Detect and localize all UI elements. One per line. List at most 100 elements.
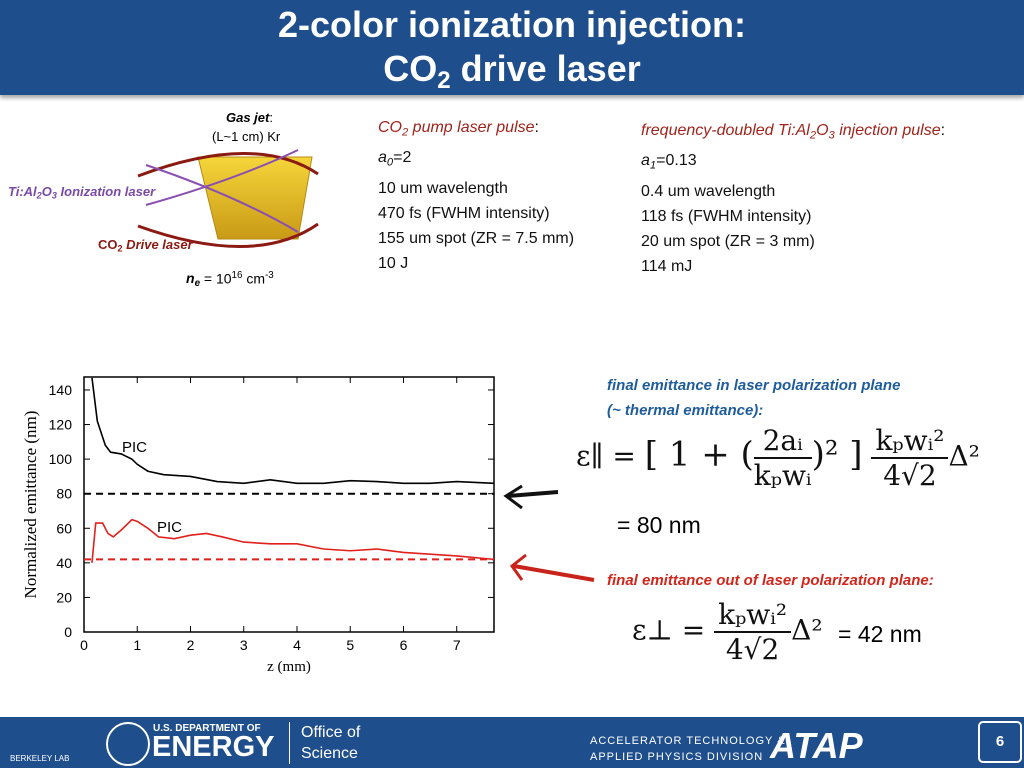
formula-part: ε∥ =	[576, 439, 636, 473]
text: ACCELERATOR TECHNOLOGY &	[590, 735, 786, 747]
series-line	[91, 377, 494, 485]
y-tick-label: 60	[56, 520, 72, 536]
label: Ti:Al2O3 Ionization laser	[8, 184, 155, 201]
series-line	[91, 518, 494, 563]
text: Science	[301, 745, 358, 762]
text: (~ thermal emittance):	[607, 402, 764, 419]
param: 10 J	[378, 254, 409, 272]
formula-part: kₚwᵢ²	[871, 424, 949, 459]
emittance-heading: final emittance in laser polarization pl…	[607, 373, 900, 423]
label-part: Ionization laser	[56, 184, 156, 199]
x-tick-label: 7	[453, 637, 461, 653]
fraction: 2aᵢ kₚwᵢ	[753, 424, 812, 492]
title-part: drive laser	[450, 48, 641, 89]
footer: BERKELEY LAB U.S. DEPARTMENT OF ENERGY O…	[0, 717, 1024, 768]
text: 1	[649, 159, 657, 172]
label-part: 2	[36, 190, 42, 201]
divider	[289, 722, 290, 764]
title-line: 2-color ionization injection:	[278, 4, 746, 45]
y-tick-label: 40	[56, 555, 72, 571]
text: pump laser pulse	[408, 119, 535, 136]
ionization-laser-beam	[145, 164, 299, 233]
label-part: O	[41, 184, 52, 199]
title-line: CO2 drive laser	[0, 48, 1024, 95]
text: :	[940, 122, 946, 139]
text: a	[378, 149, 387, 167]
y-tick-label: 0	[64, 624, 72, 640]
label-part: Drive laser	[122, 237, 193, 252]
label-part: n	[186, 270, 195, 287]
text: injection pulse	[834, 122, 941, 139]
doe-seal	[106, 722, 150, 766]
injection-pulse: frequency-doubled Ti:Al2O3 injection pul…	[641, 118, 945, 279]
text: =2	[393, 149, 412, 167]
formula-part: kₚwᵢ	[753, 459, 812, 492]
annotation: PIC	[122, 439, 147, 456]
text: O	[816, 122, 829, 139]
y-axis-label: Normalized emittance (nm)	[21, 411, 40, 599]
text: 2	[809, 129, 817, 142]
param: 118 fs (FWHM intensity)	[641, 207, 812, 225]
formula-part: [ 1 + (	[644, 434, 754, 475]
y-tick-label: 20	[56, 589, 72, 605]
plot-frame	[83, 376, 495, 633]
formula-part: Δ²	[948, 439, 980, 473]
page-number: 6	[978, 721, 1022, 763]
label: (L~1 cm) Kr	[212, 129, 281, 144]
title-part: CO	[383, 48, 438, 89]
label-part: 3	[51, 190, 57, 201]
label-part: Gas jet	[226, 110, 270, 125]
y-tick-label: 120	[49, 417, 73, 433]
header: 2-color ionization injection: CO2 drive …	[0, 0, 1024, 95]
heading: CO2 pump laser pulse:	[378, 115, 574, 145]
param: 155 um spot (ZR = 7.5 mm)	[378, 229, 575, 247]
y-tick-label: 140	[49, 382, 73, 398]
x-tick-label: 4	[293, 637, 301, 653]
pump-pulse: CO2 pump laser pulse: a0=2 10 um wavelen…	[378, 115, 574, 276]
logo-text: U.S. DEPARTMENT OF	[153, 723, 261, 734]
formula-part: 4√2	[725, 633, 780, 666]
param: 10 um wavelength	[378, 179, 508, 197]
ionization-laser-beam	[145, 149, 299, 206]
text: 2	[402, 126, 409, 139]
x-tick-label: 1	[133, 637, 141, 653]
label-part: -3	[265, 270, 274, 281]
annotation: PIC	[157, 519, 182, 536]
text: =0.13	[656, 152, 697, 170]
text: frequency-doubled Ti:Al	[641, 122, 810, 139]
param: a0=2	[378, 145, 574, 175]
formula-part: )² ]	[811, 434, 863, 475]
logo-text: BERKELEY LAB	[10, 754, 70, 763]
fraction: kₚwᵢ² 4√2	[714, 598, 792, 666]
formula: ε∥ = [ 1 + (2aᵢ kₚwᵢ)² ] kₚwᵢ² 4√2 Δ²	[576, 424, 980, 492]
formula-part: ε⊥ =	[632, 613, 706, 647]
param: 20 um spot (ZR = 3 mm)	[641, 232, 815, 250]
text: Office of	[301, 724, 361, 741]
logo-text: ATAP	[770, 725, 863, 766]
x-tick-label: 0	[80, 637, 88, 653]
text: 0	[386, 156, 394, 169]
logo-text: ACCELERATOR TECHNOLOGY & APPLIED PHYSICS …	[590, 733, 786, 765]
x-axis-label: z (mm)	[267, 659, 311, 675]
arrow-head	[509, 553, 527, 581]
drive-laser-beam	[137, 222, 319, 248]
param: 0.4 um wavelength	[641, 182, 776, 200]
x-tick-label: 2	[187, 637, 195, 653]
arrow	[507, 490, 559, 498]
y-tick-label: 100	[49, 451, 73, 467]
formula: ε⊥ = kₚwᵢ² 4√2 Δ²	[632, 598, 823, 666]
drive-laser-beam	[137, 152, 319, 178]
formula-part: 2aᵢ	[753, 424, 812, 459]
text: APPLIED PHYSICS DIVISION	[590, 751, 764, 763]
density: ne = 1016 cm-3	[186, 270, 274, 289]
y-tick-label: 80	[56, 486, 72, 502]
param: a1=0.13	[641, 148, 945, 178]
arrow	[513, 564, 595, 582]
text: a	[641, 152, 650, 170]
label-part: :	[269, 110, 273, 125]
label-part: 2	[117, 243, 123, 254]
text: :	[534, 119, 539, 136]
text: final emittance in laser polarization pl…	[607, 377, 901, 394]
